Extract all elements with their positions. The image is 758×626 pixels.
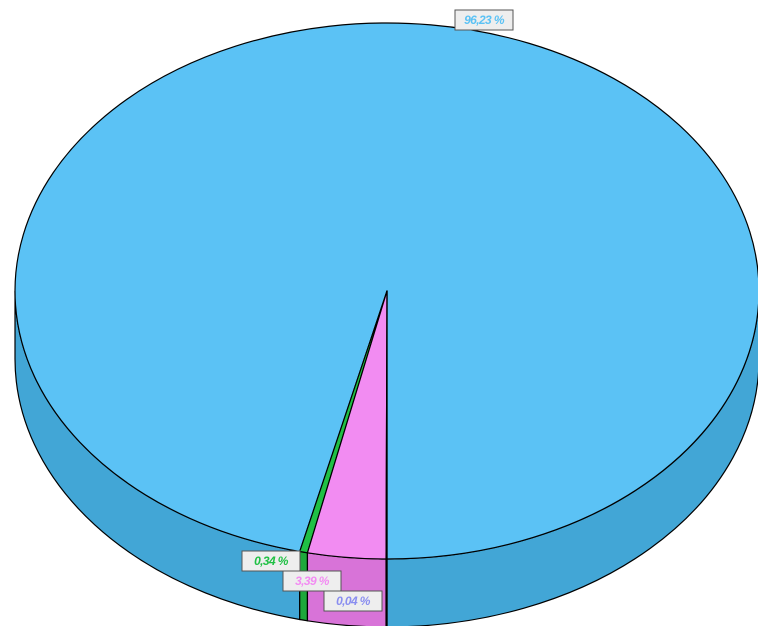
pie-label-box <box>282 570 342 592</box>
pie-label-box <box>454 9 514 31</box>
pie-label-0: 96,23 % <box>454 9 514 31</box>
pie-side-3 <box>385 558 388 626</box>
pie-label-box <box>241 550 301 572</box>
pie-label-text: 0,34 % <box>254 554 289 568</box>
pie-label-text: 0,04 % <box>336 594 371 608</box>
pie-label-text: 96,23 % <box>464 13 505 27</box>
pie-label-2: 3,39 % <box>282 570 342 592</box>
pie-slice-3 <box>385 290 388 560</box>
pie-label-1: 0,34 % <box>241 550 301 572</box>
pie-labels: 96,23 % 0,34 % 3,39 % 0,04 % <box>241 9 514 612</box>
pie-label-3: 0,04 % <box>323 590 383 612</box>
pie-slices <box>14 22 758 560</box>
pie-label-box <box>323 590 383 612</box>
pie-label-text: 3,39 % <box>295 574 330 588</box>
